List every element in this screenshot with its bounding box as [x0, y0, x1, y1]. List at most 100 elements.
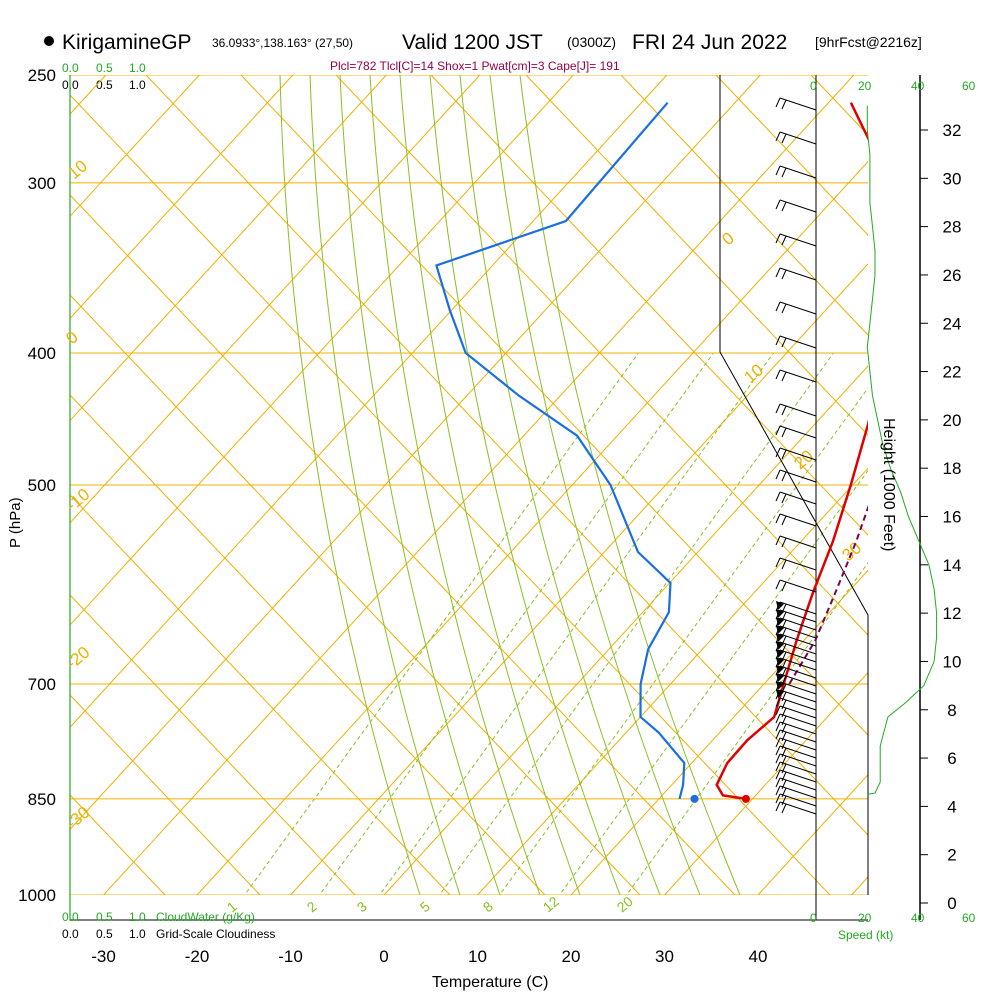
height-tick-label: 8 — [947, 701, 956, 720]
wind-barb-flag — [781, 427, 787, 438]
profiles — [435, 101, 868, 801]
dry-adiabat-line — [525, 75, 868, 436]
speed-tick: 0 — [810, 911, 817, 925]
surface-dewpoint-dot — [690, 794, 699, 803]
wind-barb-pennant — [776, 657, 784, 666]
height-tick-label: 32 — [943, 121, 962, 140]
speed-tick: 40 — [911, 79, 925, 93]
x-tick-label: 0 — [379, 947, 388, 966]
height-tick-label: 14 — [943, 556, 962, 575]
wind-barb-flag — [781, 755, 787, 766]
isotherm-line — [851, 876, 868, 895]
cloudwater-label: CloudWater (g/Kg) — [156, 910, 255, 924]
speed-tick: 20 — [858, 79, 872, 93]
isobar-lines — [70, 75, 868, 895]
speed-tick: 20 — [858, 911, 872, 925]
wind-barb-flag — [781, 731, 787, 742]
wind-barb-flag — [775, 267, 781, 278]
scale-tick: 1.0 — [129, 910, 146, 924]
wind-barb-flag — [781, 537, 787, 548]
height-tick-label: 20 — [943, 411, 962, 430]
wind-barb-flag — [775, 769, 781, 780]
height-tick-label: 10 — [943, 652, 962, 671]
dry-adiabat-line — [620, 75, 868, 336]
wind-barb-flag — [781, 603, 787, 614]
speed-scale-top: 0 20 40 60 — [810, 79, 976, 93]
mixing-ratio-line — [438, 352, 834, 895]
wind-barb-flag — [781, 167, 787, 178]
height-tick-label: 30 — [943, 169, 962, 188]
wind-barb-pennant — [776, 633, 784, 642]
wind-barb — [779, 301, 817, 315]
wind-barb-pennant — [776, 609, 784, 618]
x-tick-label: -20 — [185, 947, 210, 966]
scale-tick: 0.5 — [96, 910, 113, 924]
wind-barb — [779, 469, 817, 483]
mixing-ratio-line — [243, 352, 639, 895]
p-tick-label: 1000 — [18, 886, 56, 905]
wind-barb — [779, 579, 817, 593]
station-name: KirigamineGP — [62, 31, 192, 54]
isotherm-line — [70, 75, 387, 422]
wind-barbs — [775, 97, 817, 815]
wind-barb-flag — [775, 335, 781, 346]
p-tick-label: 850 — [28, 790, 56, 809]
wind-barb-flag — [781, 739, 787, 750]
wind-barb-flag — [775, 403, 781, 414]
p-tick-label: 700 — [28, 675, 56, 694]
x-tick-label: -10 — [278, 947, 303, 966]
wind-barb-flag — [775, 131, 781, 142]
isotherm-line — [70, 75, 294, 320]
speed-label: Speed (kt) — [838, 928, 893, 942]
wind-barb — [779, 535, 817, 549]
wind-barb-flag — [781, 643, 787, 654]
speed-tick: 60 — [962, 911, 976, 925]
x-tick-label: 40 — [749, 947, 768, 966]
wind-barb-pennant — [776, 625, 784, 634]
wind-barb-flag — [781, 675, 787, 686]
speed-scale-bottom: 0 20 40 60 Speed (kt) — [810, 911, 976, 942]
wind-barb-flag — [775, 301, 781, 312]
wind-barb — [779, 233, 817, 247]
surface-temperature-dot — [741, 794, 750, 803]
valid-utc: (0300Z) — [567, 34, 616, 50]
wind-barb-flag — [781, 763, 787, 774]
mixing-ratio-line — [625, 561, 868, 895]
wind-barb-flag — [781, 651, 787, 662]
wind-barb-flag — [781, 559, 787, 570]
wind-barb-flag — [781, 715, 787, 726]
wind-barb — [779, 131, 817, 145]
wind-barb-flag — [781, 405, 787, 416]
dry-adiabat-line — [70, 694, 261, 895]
height-tick-label: 16 — [943, 508, 962, 527]
wind-barb — [779, 369, 817, 383]
wind-barb-flag — [775, 513, 781, 524]
p-tick-label: 300 — [28, 174, 56, 193]
wind-barb-flag — [775, 557, 781, 568]
wind-barb — [779, 335, 817, 349]
wind-barb — [779, 491, 817, 505]
height-tick-label: 4 — [947, 797, 956, 816]
wind-speed-profile-line — [866, 105, 938, 795]
scale-tick: 0.0 — [62, 910, 79, 924]
wind-barb-flag — [781, 269, 787, 280]
isotherm-label: 10 — [64, 156, 91, 183]
pressure-axis: 250 300 400 500 700 850 1000 — [18, 66, 56, 905]
height-tick-label: 24 — [943, 314, 962, 333]
wind-barb-flag — [775, 199, 781, 210]
wind-barb-flag — [775, 425, 781, 436]
isotherm-label: 20 — [790, 446, 817, 473]
wind-barb-flag — [781, 699, 787, 710]
isotherm-line — [664, 671, 868, 895]
wind-barb-flag — [781, 471, 787, 482]
wind-barb-flag — [781, 667, 787, 678]
wind-barb-pennant — [776, 681, 784, 690]
wind-barb-flag — [781, 201, 787, 212]
scale-tick: 1.0 — [129, 61, 146, 75]
wind-barb-flag — [775, 233, 781, 244]
y2-axis-label: Height (1000 Feet) — [880, 418, 897, 551]
mixing-ratio-label: 8 — [480, 898, 496, 915]
height-tick-label: 2 — [947, 846, 956, 865]
height-tick-label: 0 — [947, 894, 956, 913]
